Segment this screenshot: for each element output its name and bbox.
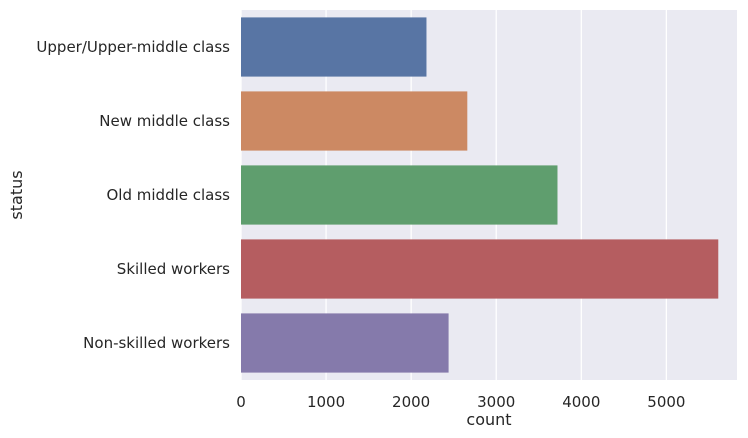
- y-tick-labels: Upper/Upper-middle class New middle class…: [36, 38, 230, 352]
- bar-3: [241, 239, 719, 299]
- bar-0: [241, 17, 427, 77]
- x-tick-label-0: 0: [236, 393, 246, 411]
- x-axis-label: count: [466, 410, 511, 429]
- bar-4: [241, 313, 449, 373]
- x-tick-label-3: 3000: [477, 393, 515, 411]
- x-tick-label-5: 5000: [647, 393, 685, 411]
- y-axis-label: status: [7, 170, 26, 219]
- bar-2: [241, 165, 558, 225]
- x-tick-label-1: 1000: [307, 393, 345, 411]
- bar-1: [241, 91, 468, 151]
- y-tick-label-3: Skilled workers: [117, 260, 230, 278]
- x-tick-labels: 0 1000 2000 3000 4000 5000: [236, 393, 685, 411]
- y-tick-label-2: Old middle class: [107, 186, 231, 204]
- x-tick-label-4: 4000: [562, 393, 600, 411]
- x-tick-label-2: 2000: [392, 393, 430, 411]
- y-tick-label-0: Upper/Upper-middle class: [36, 38, 230, 56]
- y-tick-label-4: Non-skilled workers: [83, 334, 230, 352]
- y-tick-label-1: New middle class: [99, 112, 230, 130]
- bars: [241, 17, 719, 373]
